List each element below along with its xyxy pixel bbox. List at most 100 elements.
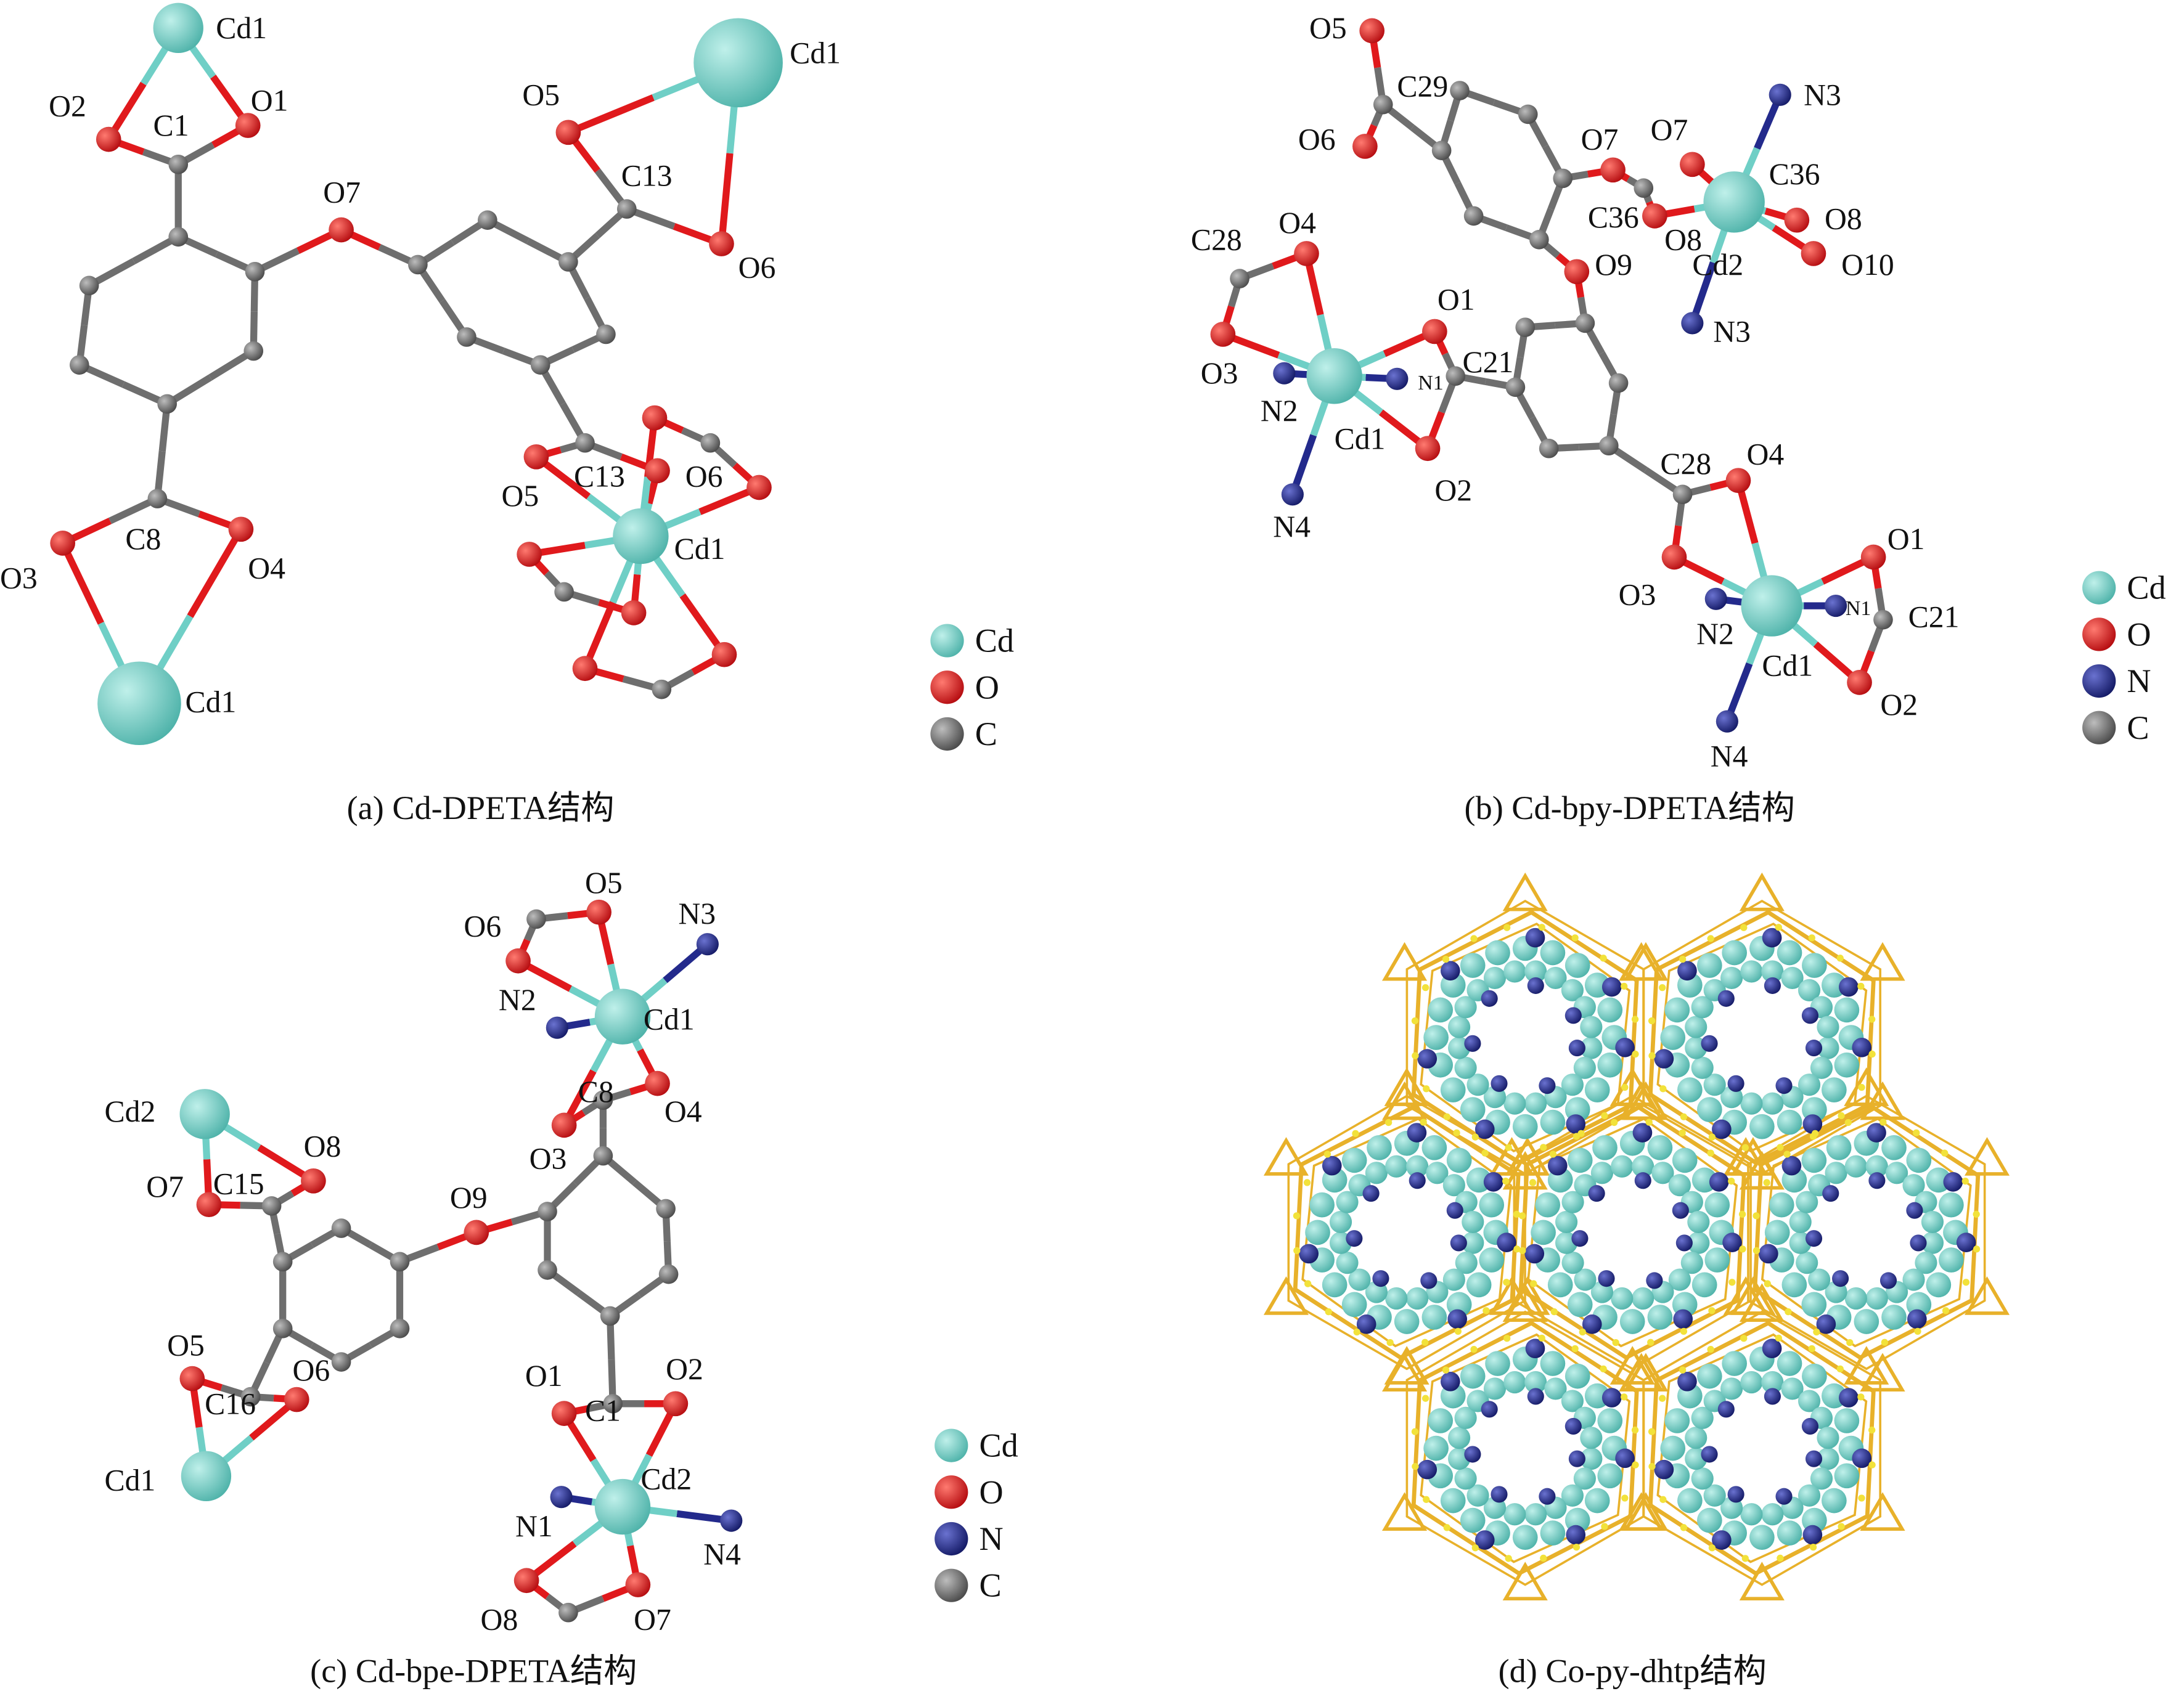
atom-cd	[1810, 1056, 1833, 1079]
atom-n	[1805, 1230, 1823, 1247]
atom-cd	[1761, 1503, 1784, 1526]
atoms	[1210, 18, 1893, 733]
legend-label: Cd	[975, 622, 1014, 659]
atom-n	[1564, 1417, 1582, 1435]
atom-cd	[1540, 940, 1566, 966]
atom-label: O7	[146, 1170, 184, 1204]
atom-o	[1294, 241, 1319, 266]
atom-n	[1524, 1244, 1545, 1264]
atom-n	[1717, 1401, 1735, 1418]
atom-n	[1547, 1155, 1568, 1176]
framework-node	[1381, 1492, 1428, 1531]
atom-cd	[181, 1451, 232, 1501]
legend-swatch-c	[930, 717, 964, 751]
atom-cd	[1921, 1210, 1944, 1233]
atom-cd	[1801, 1147, 1827, 1173]
atom-cd	[1423, 1025, 1449, 1050]
atom-cd	[1460, 1363, 1486, 1389]
atom-n	[1564, 1007, 1582, 1024]
atom-h	[1707, 1149, 1714, 1157]
atom-cd	[1826, 1135, 1852, 1160]
atom-cd	[1580, 1448, 1603, 1470]
atom-h	[1442, 955, 1450, 963]
atom-cd	[1540, 1520, 1566, 1546]
caption-d: (d) Co-py-dhtp结构	[1499, 1653, 1767, 1690]
atom-h	[1857, 1393, 1865, 1401]
atom-label: Cd1	[790, 36, 841, 70]
atom-cd	[1597, 997, 1623, 1023]
atom-label: O5	[167, 1328, 205, 1362]
atom-c	[1431, 141, 1452, 161]
atom-n	[1727, 1486, 1744, 1503]
atom-n	[1825, 594, 1847, 617]
atom-n	[1716, 710, 1738, 733]
atom-cd	[1597, 1408, 1623, 1433]
atom-cd	[1336, 1191, 1359, 1213]
atom-h	[1538, 1334, 1545, 1342]
atom-cd	[1810, 1467, 1833, 1490]
atom-label: O2	[1880, 688, 1918, 722]
atom-h	[1741, 1555, 1749, 1562]
atom-cd	[1749, 1114, 1775, 1139]
atom-label: O5	[501, 479, 539, 513]
atom-h	[1808, 1345, 1815, 1353]
atom-cd	[1764, 1220, 1790, 1245]
atom-label: C8	[125, 522, 161, 556]
atom-cd	[1777, 940, 1802, 966]
atom-cd	[1597, 1052, 1623, 1078]
framework-strut	[1642, 1310, 1881, 1586]
atom-cd	[1448, 1016, 1471, 1038]
atom-cd	[1817, 1427, 1839, 1449]
atom-n	[1440, 1372, 1460, 1391]
atom-n	[1568, 1040, 1585, 1057]
atom-o	[517, 542, 542, 567]
atom-cd	[1540, 1109, 1566, 1135]
channel	[1648, 1334, 1876, 1562]
atom-label: O3	[1201, 356, 1238, 390]
atom-n	[1907, 1309, 1927, 1329]
atom-cd	[1503, 1503, 1526, 1526]
channel	[1411, 924, 1639, 1151]
atom-cd	[1547, 1272, 1573, 1298]
atom-h	[1540, 1554, 1547, 1562]
atom-h	[1914, 1327, 1921, 1335]
atom-cd	[1632, 1155, 1654, 1178]
atom-c	[1672, 484, 1693, 505]
atom-cd	[1651, 1162, 1674, 1184]
atom-h	[1857, 982, 1865, 990]
atom-o	[1422, 319, 1447, 344]
atom-label: C16	[205, 1387, 256, 1420]
atom-cd	[1680, 1252, 1703, 1274]
atom-cd	[1462, 1231, 1484, 1254]
atom-cd	[1406, 1287, 1429, 1310]
atom-cd	[1442, 1174, 1465, 1197]
atom-h	[1858, 1494, 1865, 1502]
atom-h	[1777, 1554, 1784, 1562]
atom-cd	[1647, 1135, 1673, 1160]
atom-h	[1868, 1050, 1876, 1058]
atom-label: C13	[621, 158, 673, 192]
atom-cd	[1479, 1192, 1505, 1218]
framework-node	[1860, 1353, 1905, 1392]
atom-cd	[1691, 1467, 1714, 1490]
atom-n	[1801, 1417, 1819, 1435]
atom-c	[147, 489, 168, 508]
atom-h	[1502, 1178, 1510, 1185]
atom-cd	[1567, 1147, 1593, 1173]
atom-n	[1525, 1338, 1545, 1359]
legend-swatch-o	[930, 670, 964, 704]
atom-cd	[1428, 1408, 1454, 1433]
atom-cd	[1440, 1488, 1466, 1514]
atom-h	[1879, 1118, 1887, 1126]
atom-c	[1515, 317, 1536, 337]
atom-cd	[1798, 1484, 1821, 1507]
atom-o	[1359, 18, 1385, 44]
atom-c	[603, 1393, 623, 1414]
atom-c	[240, 1387, 261, 1407]
atom-o	[746, 475, 772, 500]
legend-swatch-c	[935, 1568, 968, 1602]
atom-h	[1621, 1083, 1629, 1091]
atom-cd	[1798, 1390, 1821, 1412]
atom-c	[168, 154, 189, 174]
